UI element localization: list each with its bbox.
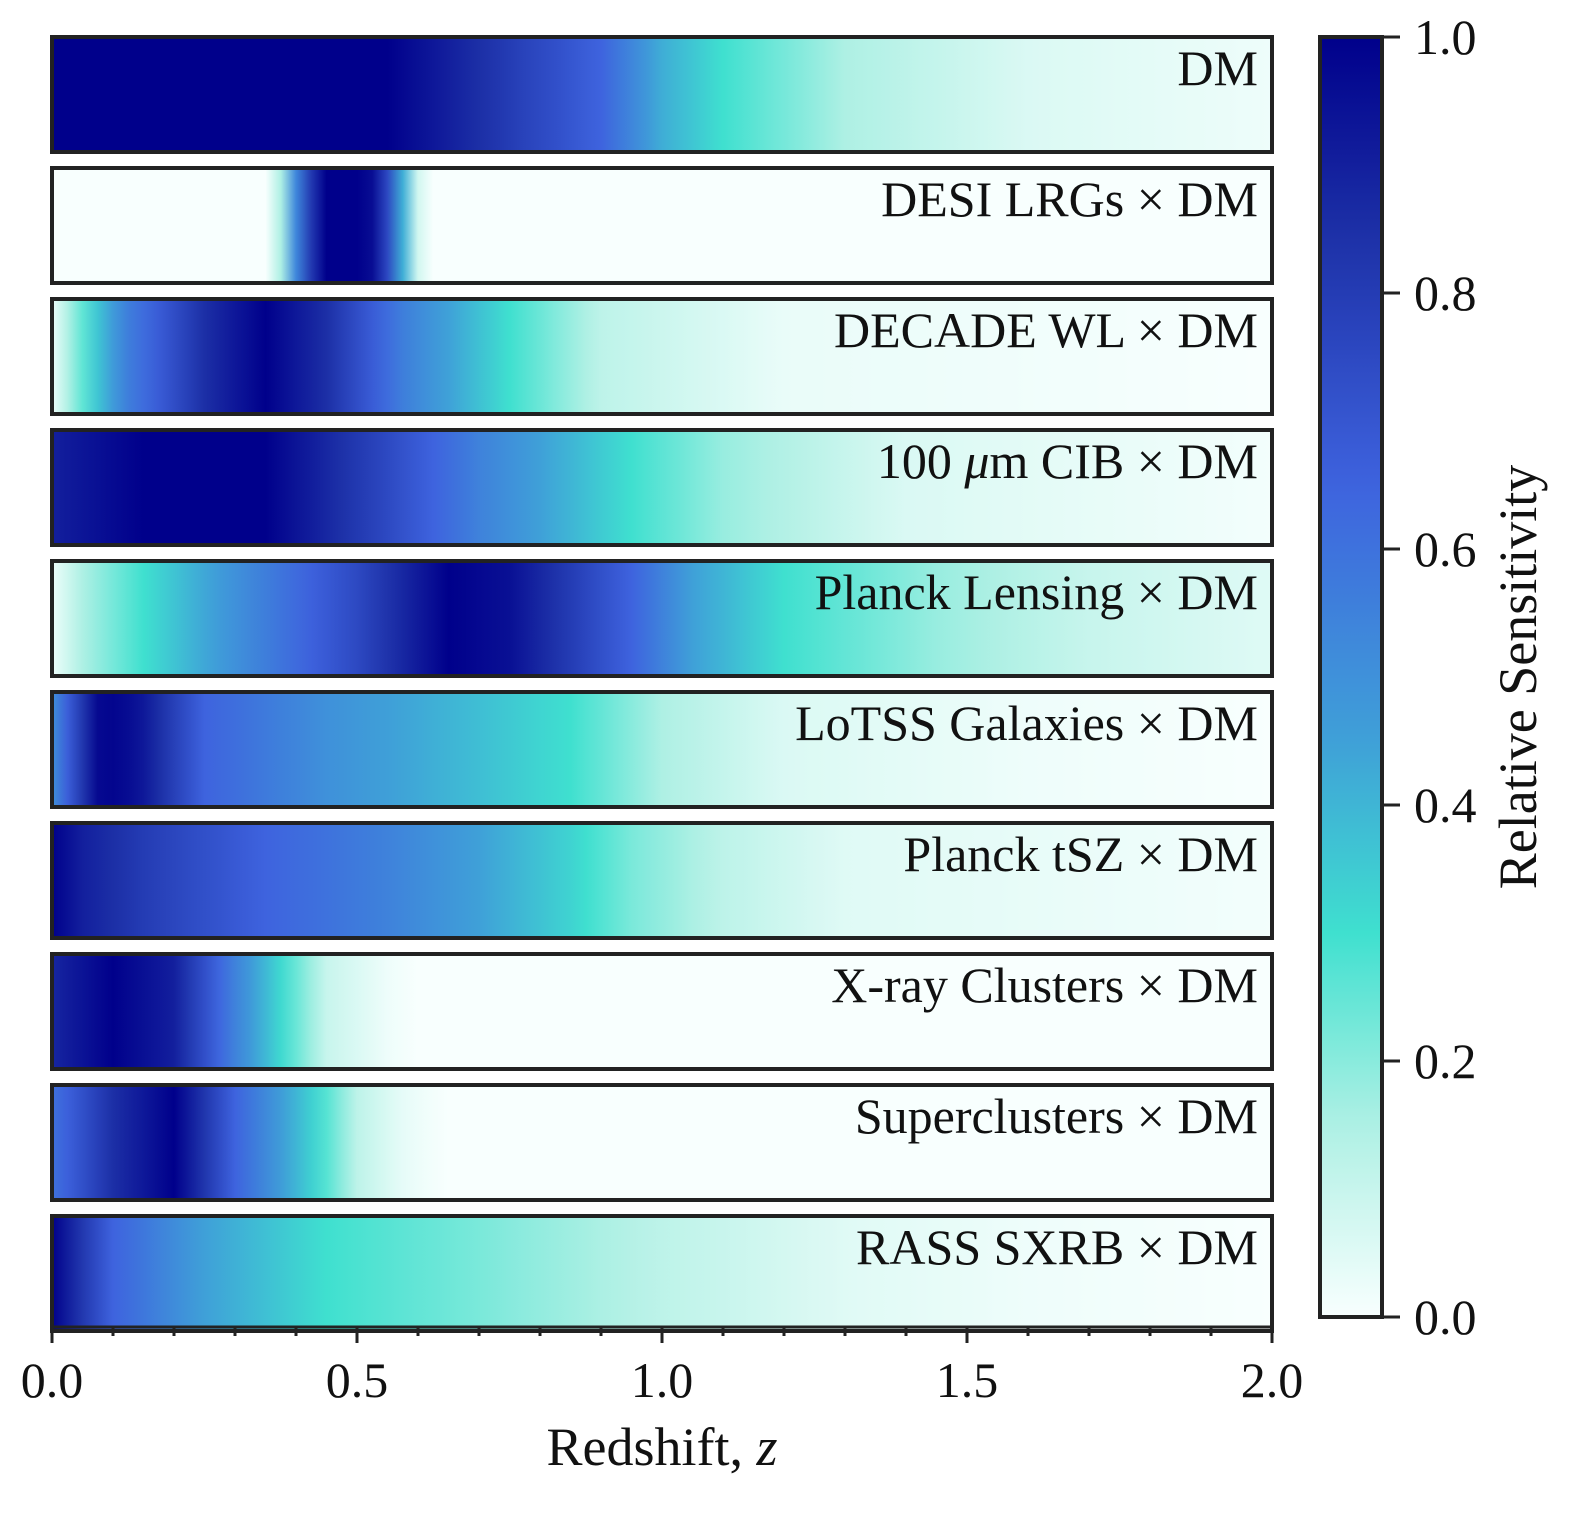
heatmap-rows: DM DESI LRGs × DM DECADE WL × DM 100 μm CIB… [50,35,1274,1333]
colorbar-tick-label: 0.6 [1414,521,1477,577]
colorbar-tick-label: 0.4 [1414,777,1477,833]
heatmap-row-band [50,35,1274,154]
heatmap-row: DESI LRGs × DM [50,166,1274,285]
row-label: Planck Lensing × DM [815,564,1258,620]
heatmap-row: Superclusters × DM [50,1083,1274,1202]
x-tick-label: 0.0 [21,1352,84,1408]
heatmap-row-band [50,690,1274,809]
x-tick-label: 1.0 [631,1352,694,1408]
heatmap-row-band [50,428,1274,547]
heatmap-row-band [50,559,1274,678]
heatmap-row-band [50,1083,1274,1202]
heatmap-row: X-ray Clusters × DM [50,952,1274,1071]
heatmap-row: LoTSS Galaxies × DM [50,690,1274,809]
heatmap-row-band [50,952,1274,1071]
heatmap-row: DM [50,35,1274,154]
colorbar-tick-label: 0.2 [1414,1033,1477,1089]
row-label: LoTSS Galaxies × DM [795,695,1258,751]
x-tick-label: 0.5 [326,1352,389,1408]
colorbar-tick-label: 1.0 [1414,9,1477,65]
row-label: RASS SXRB × DM [856,1219,1258,1275]
colorbar: 0.0 0.2 0.4 0.6 0.8 1.0 Relative Sensitivity [1318,9,1548,1345]
colorbar-tick-label: 0.8 [1414,265,1477,321]
x-axis: 0.0 0.5 1.0 1.5 2.0 Redshift, z [21,1325,1304,1477]
heatmap-row-band [50,821,1274,940]
row-label: X-ray Clusters × DM [831,957,1258,1013]
row-label: Planck tSZ × DM [903,826,1258,882]
heatmap-row: RASS SXRB × DM [50,1214,1274,1333]
heatmap-row: DECADE WL × DM [50,297,1274,416]
heatmap-row: Planck tSZ × DM [50,821,1274,940]
colorbar-gradient [1318,35,1384,1319]
colorbar-label: Relative Sensitivity [1488,465,1548,889]
row-label: 100 μm CIB × DM [877,433,1258,489]
heatmap-row-band [50,297,1274,416]
x-tick-label: 2.0 [1241,1352,1304,1408]
colorbar-tick-label: 0.0 [1414,1289,1477,1345]
row-label: DECADE WL × DM [834,302,1258,358]
row-label: Superclusters × DM [855,1088,1258,1144]
row-label: DESI LRGs × DM [881,171,1258,227]
heatmap-row: 100 μm CIB × DM [50,428,1274,547]
heatmap-row-band [50,166,1274,285]
row-label: DM [1177,40,1258,96]
heatmap-row: Planck Lensing × DM [50,559,1274,678]
x-tick-label: 1.5 [936,1352,999,1408]
x-axis-label: Redshift, z [546,1417,777,1477]
